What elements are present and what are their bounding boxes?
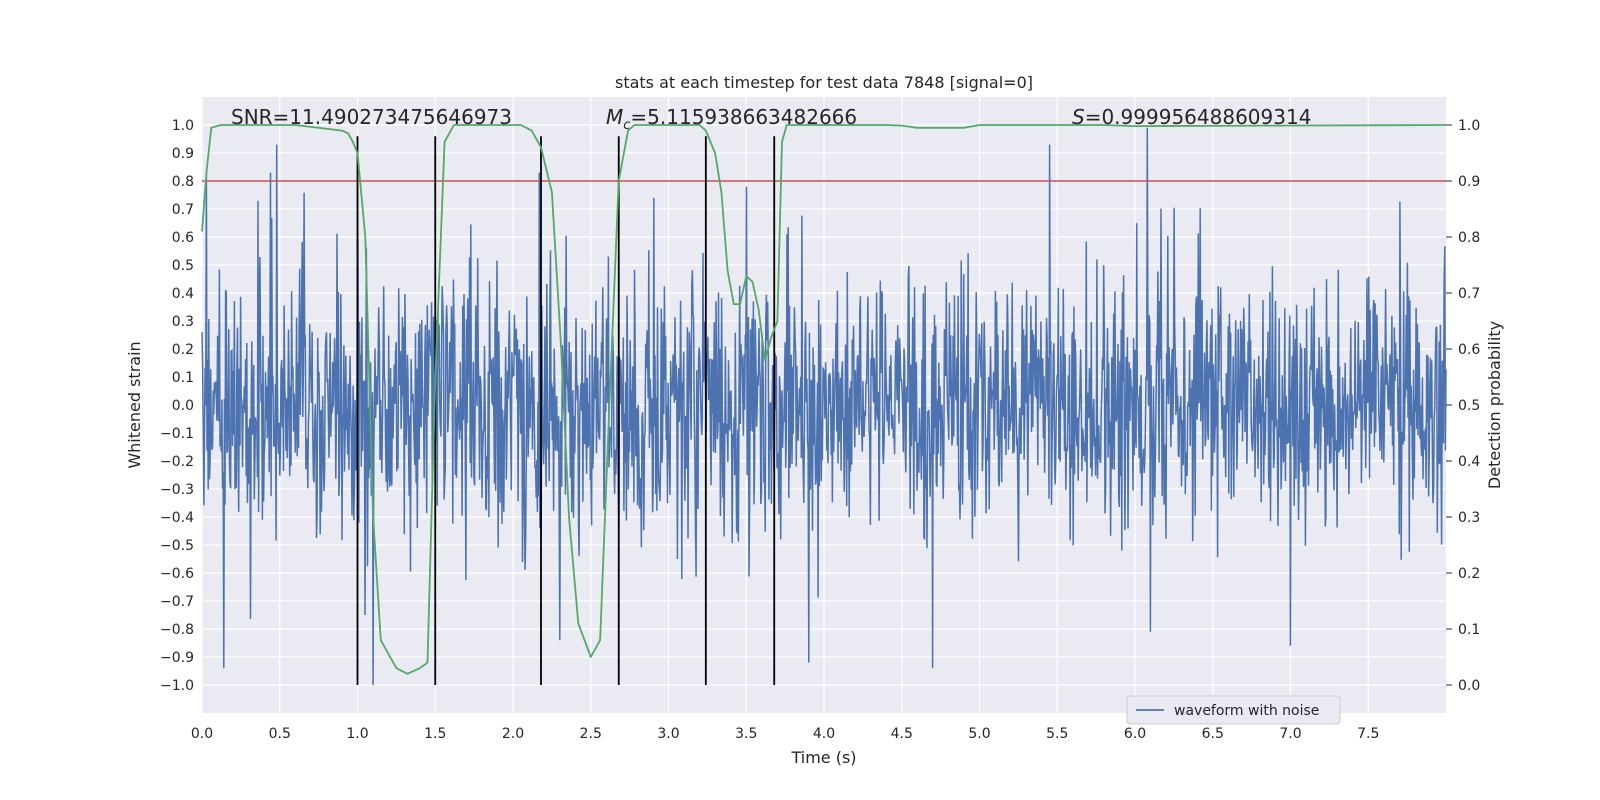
series-layer [201,127,1447,686]
y-tick-label: 0.4 [172,286,194,302]
x-tick-label: 4.5 [891,726,913,742]
y-tick-label: 0.5 [172,258,194,274]
y2-tick-label: 0.8 [1458,230,1480,246]
x-tick-label: 6.5 [1202,726,1224,742]
y-tick-label: 0.7 [172,202,194,218]
s-symbol: S [1072,105,1085,129]
x-axis-label: Time (s) [790,748,856,767]
y-tick-label: −0.2 [160,454,194,470]
x-tick-label: 7.5 [1357,726,1379,742]
chart-title: stats at each timestep for test data 784… [615,73,1033,92]
snr-annotation: SNR=11.490273475646973 [231,105,512,129]
y-tick-label: −0.7 [160,594,194,610]
y2-tick-label: 0.3 [1458,510,1480,526]
y-tick-label: −0.1 [160,426,194,442]
y-tick-label: 0.1 [172,370,194,386]
x-tick-label: 2.5 [580,726,602,742]
y-tick-label: −0.6 [160,566,194,582]
chirp-mass-subscript: c [623,118,630,133]
x-tick-label: 0.5 [269,726,291,742]
y-tick-label: 0.9 [172,146,194,162]
x-tick-label: 4.0 [813,726,835,742]
y-tick-label: 0.0 [172,398,194,414]
y2-tick-label: 0.4 [1458,454,1480,470]
y-tick-label: −0.8 [160,622,194,638]
y-axis-label: Whitened strain [125,341,144,468]
y2-tick-label: 0.1 [1458,622,1480,638]
legend-box [1126,695,1341,725]
chirp-mass-symbol: M [606,105,623,129]
y-tick-label: 0.6 [172,230,194,246]
y-tick-label: −0.5 [160,538,194,554]
x-tick-label: 1.5 [424,726,446,742]
y-tick-label: 0.8 [172,174,194,190]
y-tick-label: 0.2 [172,342,194,358]
detection-probability-line [201,124,1447,675]
chirp-mass-annotation: Mc=5.115938663482666 [606,105,857,133]
waveform-line [201,127,1447,686]
y2-tick-label: 0.6 [1458,342,1480,358]
marker-layer [201,124,1447,685]
x-tick-label: 7.0 [1279,726,1301,742]
y-tick-label: 0.3 [172,314,194,330]
y2-tick-label: 0.2 [1458,566,1480,582]
y-tick-label: −0.9 [160,650,194,666]
x-tick-label: 1.0 [346,726,368,742]
y2-ticks: 0.0 0.1 0.2 0.3 0.4 0.5 0.6 0.7 0.8 0.9 1.0 [1446,118,1480,694]
y2-tick-label: 0.7 [1458,286,1480,302]
x-tick-label: 3.5 [735,726,757,742]
s-value: =0.999956488609314 [1085,105,1312,129]
s-annotation: S=0.999956488609314 [1072,105,1311,129]
y2-tick-label: 0.0 [1458,678,1480,694]
x-tick-label: 5.5 [1046,726,1068,742]
y2-tick-label: 1.0 [1458,118,1480,134]
y-tick-label: −0.4 [160,510,194,526]
y2-axis-label: Detection probability [1485,321,1504,489]
x-tick-label: 0.0 [191,726,213,742]
y-ticks: −1.0 −0.9 −0.8 −0.7 −0.6 −0.5 −0.4 −0.3 −0.2 −0.1… [160,118,194,694]
legend: waveform with noise [1126,695,1341,725]
x-ticks: 0.0 0.5 1.0 1.5 2.0 2.5 3.0 3.5 4.0 4.5 5.0 5.5 6.0 6… [191,726,1380,742]
y-tick-label: 1.0 [172,118,194,134]
y2-tick-label: 0.5 [1458,398,1480,414]
chirp-mass-value: =5.115938663482666 [630,105,857,129]
y2-tick-label: 0.9 [1458,174,1480,190]
x-tick-label: 5.0 [968,726,990,742]
legend-entry: waveform with noise [1174,703,1319,719]
x-tick-label: 3.0 [657,726,679,742]
x-tick-label: 2.0 [502,726,524,742]
y-tick-label: −0.3 [160,482,194,498]
y-tick-label: −1.0 [160,678,194,694]
x-tick-label: 6.0 [1124,726,1146,742]
